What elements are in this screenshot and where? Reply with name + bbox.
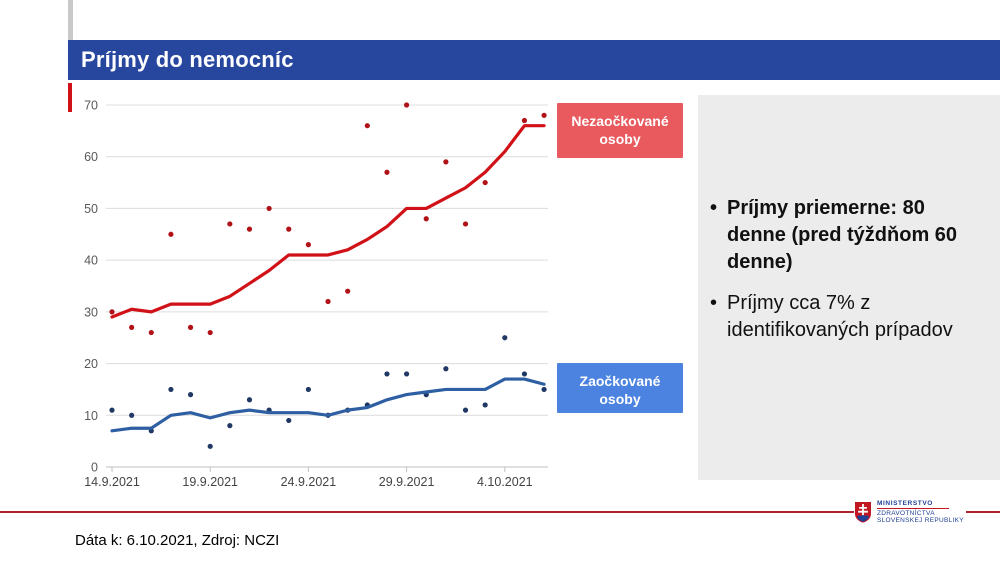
page-title: Príjmy do nemocníc	[81, 47, 294, 72]
ministry-logo-line3: SLOVENSKEJ REPUBLIKY	[877, 517, 964, 524]
bullet-marker: •	[710, 197, 718, 219]
legend-unvaccinated-label: Nezaočkované osoby	[571, 113, 669, 148]
series-line	[110, 124, 546, 319]
bullet-list: • Príjmy priemerne: 80 denne (pred týždň…	[698, 95, 1000, 344]
series-dots	[109, 335, 547, 449]
svg-text:29.9.2021: 29.9.2021	[379, 475, 435, 489]
svg-text:70: 70	[84, 99, 98, 113]
bullet-item-share-of-cases: • Príjmy cca 7% z identifikovaných prípa…	[710, 290, 972, 344]
bottom-red-rule	[0, 511, 1000, 513]
svg-text:20: 20	[84, 357, 98, 371]
svg-text:24.9.2021: 24.9.2021	[281, 475, 337, 489]
bullet-text: Príjmy priemerne: 80 denne (pred týždňom…	[727, 197, 958, 273]
ministry-logo-rule	[877, 508, 949, 509]
svg-text:40: 40	[84, 254, 98, 268]
title-bar: Príjmy do nemocníc	[68, 40, 1000, 80]
legend-vaccinated-label: Zaočkované osoby	[579, 373, 661, 408]
y-axis-labels: 0 10 20 30 40 50 60 70	[84, 99, 98, 475]
ministry-logo-line2: ZDRAVOTNÍCTVA	[877, 510, 935, 517]
ministry-logo: MINISTERSTVO ZDRAVOTNÍCTVA SLOVENSKEJ RE…	[854, 493, 966, 531]
svg-text:30: 30	[84, 305, 98, 319]
slovak-coat-of-arms-icon	[855, 502, 871, 523]
hospital-admissions-chart: 0 10 20 30 40 50 60 70 14.9.2021 19.9.2021 24.9.20…	[66, 92, 561, 496]
top-accent-bar	[68, 0, 73, 40]
side-panel: • Príjmy priemerne: 80 denne (pred týždň…	[698, 95, 1000, 480]
bullet-marker: •	[710, 292, 718, 314]
svg-text:0: 0	[91, 461, 98, 475]
series-dots	[109, 102, 547, 336]
legend-unvaccinated: Nezaočkované osoby	[557, 103, 683, 158]
legend-vaccinated: Zaočkované osoby	[557, 363, 683, 413]
bullet-item-average-admissions: • Príjmy priemerne: 80 denne (pred týždň…	[710, 195, 972, 276]
svg-text:19.9.2021: 19.9.2021	[182, 475, 238, 489]
ministry-logo-text: MINISTERSTVO ZDRAVOTNÍCTVA SLOVENSKEJ RE…	[877, 500, 964, 524]
data-source-note: Dáta k: 6.10.2021, Zdroj: NCZI	[75, 532, 280, 549]
bullet-text: Príjmy cca 7% z identifikovaných prípado…	[727, 292, 953, 341]
svg-text:14.9.2021: 14.9.2021	[84, 475, 140, 489]
svg-text:60: 60	[84, 150, 98, 164]
gridlines	[106, 104, 548, 468]
chart-canvas: 0 10 20 30 40 50 60 70 14.9.2021 19.9.2021 24.9.20…	[84, 99, 548, 489]
series-line	[110, 377, 546, 433]
svg-text:4.10.2021: 4.10.2021	[477, 475, 533, 489]
svg-text:10: 10	[84, 409, 98, 423]
svg-text:50: 50	[84, 202, 98, 216]
x-axis: 14.9.2021 19.9.2021 24.9.2021 29.9.2021 4.10…	[84, 467, 533, 489]
ministry-logo-line1: MINISTERSTVO	[877, 500, 933, 507]
title-red-tick	[68, 83, 72, 112]
